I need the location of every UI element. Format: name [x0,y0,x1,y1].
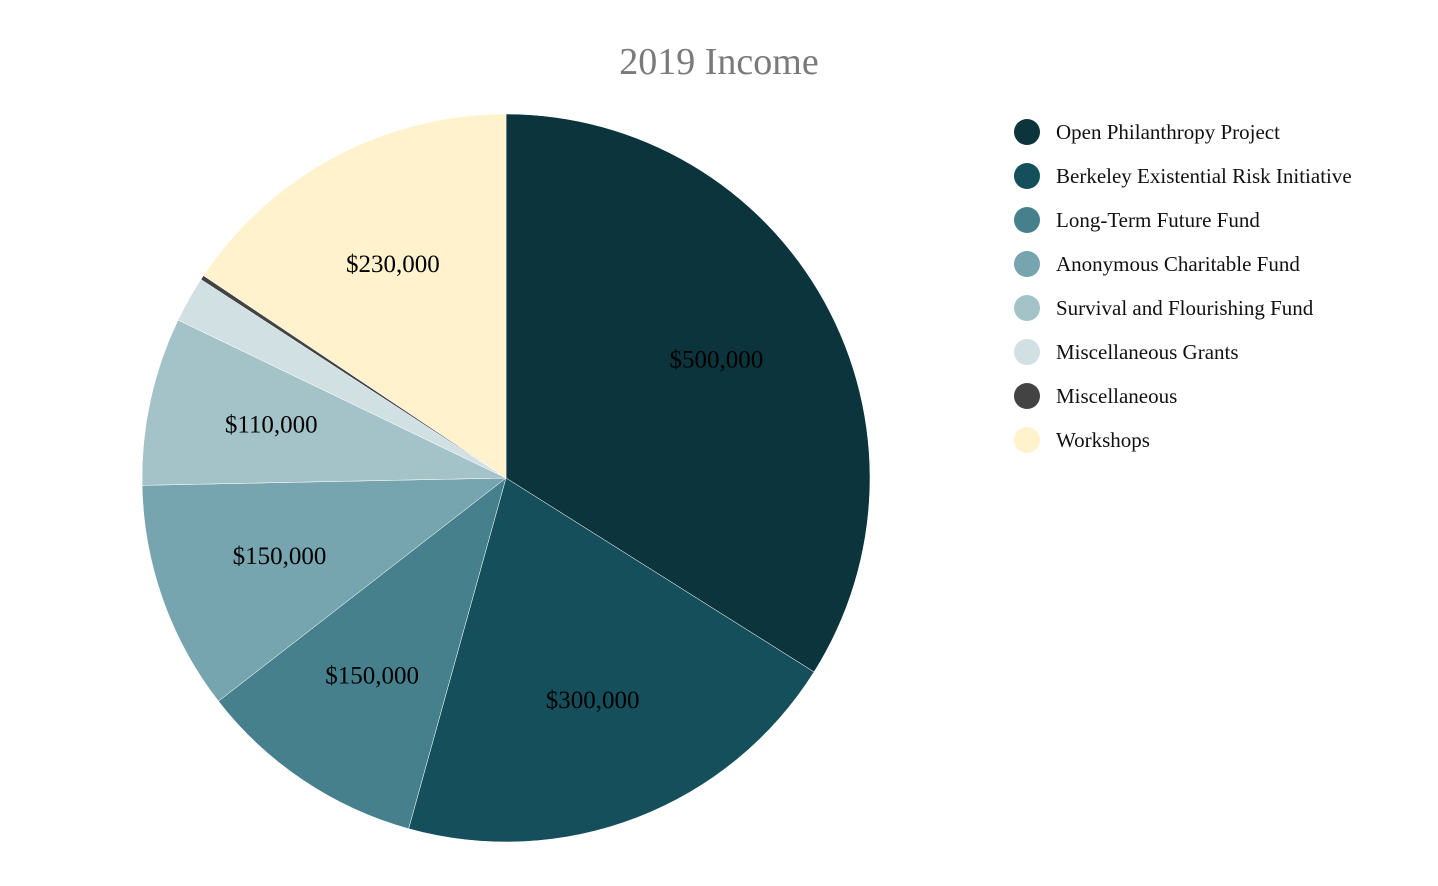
legend-swatch [1014,119,1040,145]
legend-swatch [1014,383,1040,409]
pie-slice[interactable] [141,319,507,486]
slice-value-label: $150,000 [325,662,419,689]
legend: Open Philanthropy Project Berkeley Existe… [1014,110,1352,462]
slice-value-label: $500,000 [669,347,763,374]
legend-swatch [1014,295,1040,321]
pie-slice[interactable] [218,477,507,830]
legend-item[interactable]: Berkeley Existential Risk Initiative [1014,154,1352,198]
legend-swatch [1014,339,1040,365]
pie-slice[interactable] [408,477,815,843]
chart-title: 2019 Income [619,41,819,83]
legend-label: Workshops [1056,427,1150,452]
legend-label: Open Philanthropy Project [1056,119,1280,144]
pie-slices [141,113,871,843]
legend-item[interactable]: Long-Term Future Fund [1014,198,1352,242]
pie-slice-labels: $500,000 $300,000 $150,000 $150,000 $110,000… [225,251,763,714]
legend-label: Berkeley Existential Risk Initiative [1056,163,1352,188]
legend-item[interactable]: Workshops [1014,418,1352,462]
pie-slice[interactable] [141,477,507,702]
legend-label: Anonymous Charitable Fund [1056,251,1300,276]
slice-value-label: $150,000 [233,543,327,570]
legend-item[interactable]: Survival and Flourishing Fund [1014,286,1352,330]
legend-label: Miscellaneous Grants [1056,339,1239,364]
pie-slice[interactable] [505,113,871,673]
legend-swatch [1014,163,1040,189]
legend-item[interactable]: Open Philanthropy Project [1014,110,1352,154]
legend-item[interactable]: Anonymous Charitable Fund [1014,242,1352,286]
legend-label: Miscellaneous [1056,383,1178,408]
legend-swatch [1014,427,1040,453]
slice-value-label: $230,000 [346,251,440,278]
legend-label: Long-Term Future Fund [1056,207,1260,232]
legend-item[interactable]: Miscellaneous [1014,374,1352,418]
legend-swatch [1014,207,1040,233]
legend-label: Survival and Flourishing Fund [1056,295,1314,320]
pie-slice[interactable] [203,113,507,479]
legend-swatch [1014,251,1040,277]
slice-value-label: $110,000 [225,412,318,439]
legend-item[interactable]: Miscellaneous Grants [1014,330,1352,374]
slice-value-label: $300,000 [546,687,640,714]
